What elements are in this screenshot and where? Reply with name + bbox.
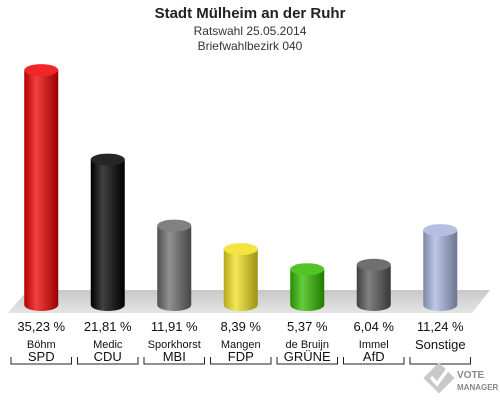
value-label-spd: 35,23 % bbox=[17, 319, 65, 334]
value-label-sonstige: 11,24 % bbox=[417, 319, 464, 334]
bar-afd bbox=[356, 258, 391, 311]
bars-group bbox=[24, 64, 458, 311]
bracket-grne bbox=[276, 357, 338, 365]
value-label-cdu: 21,81 % bbox=[84, 319, 132, 334]
bar-mbi bbox=[157, 219, 192, 311]
bar-top-mbi bbox=[157, 219, 192, 232]
bar-cdu bbox=[90, 153, 125, 311]
value-label-mbi: 11,91 % bbox=[151, 319, 198, 334]
chart-title: Stadt Mülheim an der Ruhr bbox=[155, 5, 346, 22]
bar-body-cdu bbox=[90, 159, 125, 311]
bar-body-fdp bbox=[223, 249, 258, 311]
votemanager-logo: VOTE MANAGER bbox=[423, 362, 499, 394]
bar-body-spd bbox=[24, 70, 59, 311]
checkmark-icon bbox=[423, 362, 455, 394]
candidate-label-afd: Immel bbox=[359, 339, 389, 351]
candidate-label-fdp: Mangen bbox=[221, 339, 261, 351]
bar-top-sonstige bbox=[423, 224, 458, 237]
bar-top-spd bbox=[24, 64, 59, 77]
bar-spd bbox=[24, 64, 59, 311]
party-label-sonstige: Sonstige bbox=[415, 337, 466, 352]
party-label-mbi: MBI bbox=[163, 349, 186, 364]
bar-body-grne bbox=[290, 269, 325, 311]
candidate-label-mbi: Sporkhorst bbox=[148, 339, 201, 351]
bar-body-afd bbox=[356, 264, 391, 311]
bracket-afd bbox=[343, 357, 405, 365]
value-label-fdp: 8,39 % bbox=[221, 319, 262, 334]
value-label-afd: 6,04 % bbox=[354, 319, 395, 334]
chart-subtitle: Ratswahl 25.05.2014 bbox=[194, 24, 307, 38]
bracket-cdu bbox=[77, 357, 139, 365]
party-label-cdu: CDU bbox=[94, 349, 122, 364]
logo-line2: MANAGER bbox=[457, 383, 499, 392]
candidate-label-grne: de Bruijn bbox=[286, 339, 329, 351]
value-label-grne: 5,37 % bbox=[287, 319, 328, 334]
logo-line1: VOTE bbox=[457, 370, 485, 381]
bar-grne bbox=[290, 263, 325, 311]
party-label-afd: AfD bbox=[363, 349, 385, 364]
bar-fdp bbox=[223, 243, 258, 311]
candidate-label-cdu: Medic bbox=[93, 339, 123, 351]
bracket-spd bbox=[10, 357, 72, 365]
bar-body-sonstige bbox=[423, 230, 458, 311]
bar-top-cdu bbox=[90, 153, 125, 166]
bar-top-grne bbox=[290, 263, 325, 276]
party-label-spd: SPD bbox=[28, 349, 55, 364]
party-label-fdp: FDP bbox=[228, 349, 254, 364]
bracket-mbi bbox=[143, 357, 205, 365]
candidate-label-spd: Böhm bbox=[27, 339, 56, 351]
bar-body-mbi bbox=[157, 225, 192, 311]
bar-top-afd bbox=[356, 258, 391, 271]
chart-district: Briefwahlbezirk 040 bbox=[198, 39, 303, 53]
bar-sonstige bbox=[423, 224, 458, 311]
bracket-fdp bbox=[210, 357, 272, 365]
bracket-sonstige bbox=[409, 357, 471, 365]
bar-top-fdp bbox=[223, 243, 258, 256]
party-label-grne: GRÜNE bbox=[284, 349, 331, 364]
